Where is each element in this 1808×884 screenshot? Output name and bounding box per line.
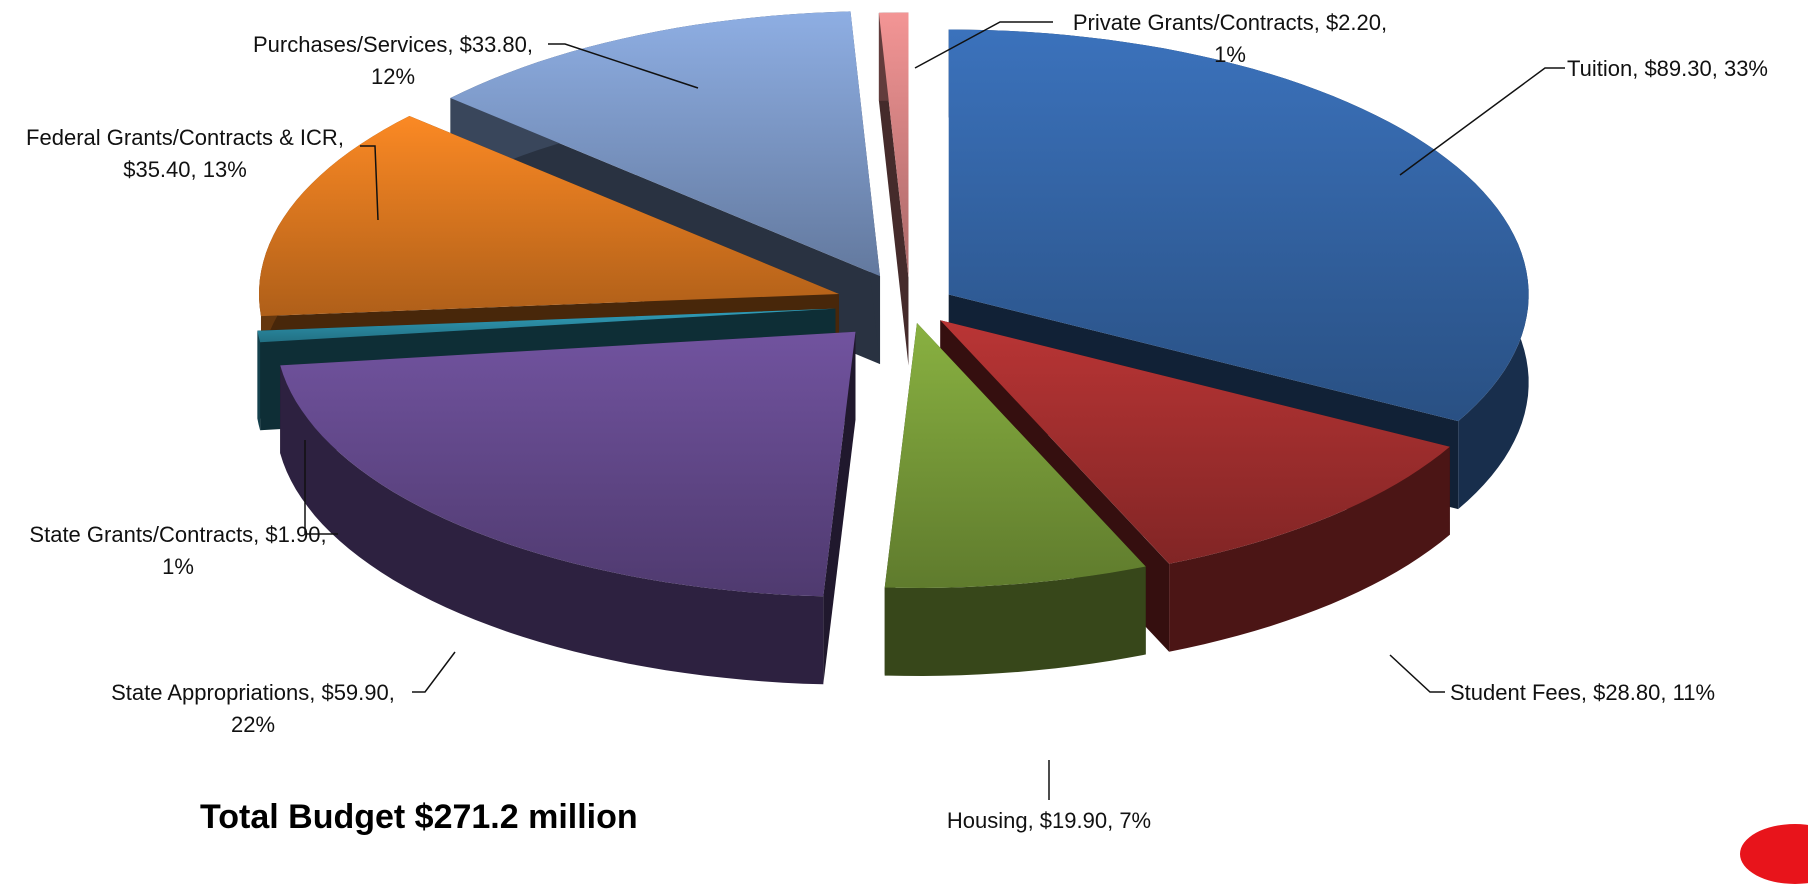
slice-label-text: 12%: [371, 64, 415, 89]
slice-label-text: Purchases/Services, $33.80,: [253, 32, 533, 57]
slice-label-text: Private Grants/Contracts, $2.20,: [1073, 10, 1387, 35]
leader-line: [548, 43, 699, 89]
slice-data-label: Private Grants/Contracts, $2.20, 1%: [914, 10, 1387, 69]
pie-chart-canvas: Private Grants/Contracts, $2.20, 1% Tuitio…: [26, 10, 1768, 833]
pie-slice-2: [884, 322, 1146, 676]
leader-line: [360, 145, 379, 221]
pie-slice-3: [280, 331, 856, 685]
leader-line: [914, 21, 1053, 69]
slice-data-label: Federal Grants/Contracts & ICR, $35.40, 1…: [26, 125, 379, 221]
slice-label-text: Student Fees, $28.80, 11%: [1450, 680, 1715, 705]
leader-line: [1399, 67, 1565, 176]
slice-data-label: State Appropriations, $59.90, 22%: [111, 651, 456, 737]
slice-label-text: 22%: [231, 712, 275, 737]
slice-label-text: 1%: [162, 554, 194, 579]
slice-data-label: Tuition, $89.30, 33%: [1399, 56, 1768, 176]
slice-label-text: State Grants/Contracts, $1.90,: [29, 522, 326, 547]
slice-label-text: State Appropriations, $59.90,: [111, 680, 395, 705]
budget-pie-chart: Private Grants/Contracts, $2.20, 1% Tuitio…: [26, 10, 1768, 833]
slice-label-text: Tuition, $89.30, 33%: [1567, 56, 1768, 81]
slice-label-text: $35.40, 13%: [123, 157, 247, 182]
slice-data-label: State Grants/Contracts, $1.90, 1%: [29, 440, 338, 579]
pie-slice-7: [878, 12, 909, 366]
slice-data-label: Student Fees, $28.80, 11%: [1389, 654, 1715, 705]
slice-data-label: Purchases/Services, $33.80, 12%: [253, 32, 699, 89]
leader-line: [304, 440, 338, 535]
leader-line: [412, 651, 456, 693]
slice-label-text: Federal Grants/Contracts & ICR,: [26, 125, 344, 150]
slice-label-text: 1%: [1214, 42, 1246, 67]
slice-label-text: Housing, $19.90, 7%: [947, 808, 1151, 833]
leader-line: [1389, 654, 1445, 693]
slice-data-label: Housing, $19.90, 7%: [947, 760, 1151, 833]
total-budget-caption: Total Budget $271.2 million: [200, 798, 638, 836]
